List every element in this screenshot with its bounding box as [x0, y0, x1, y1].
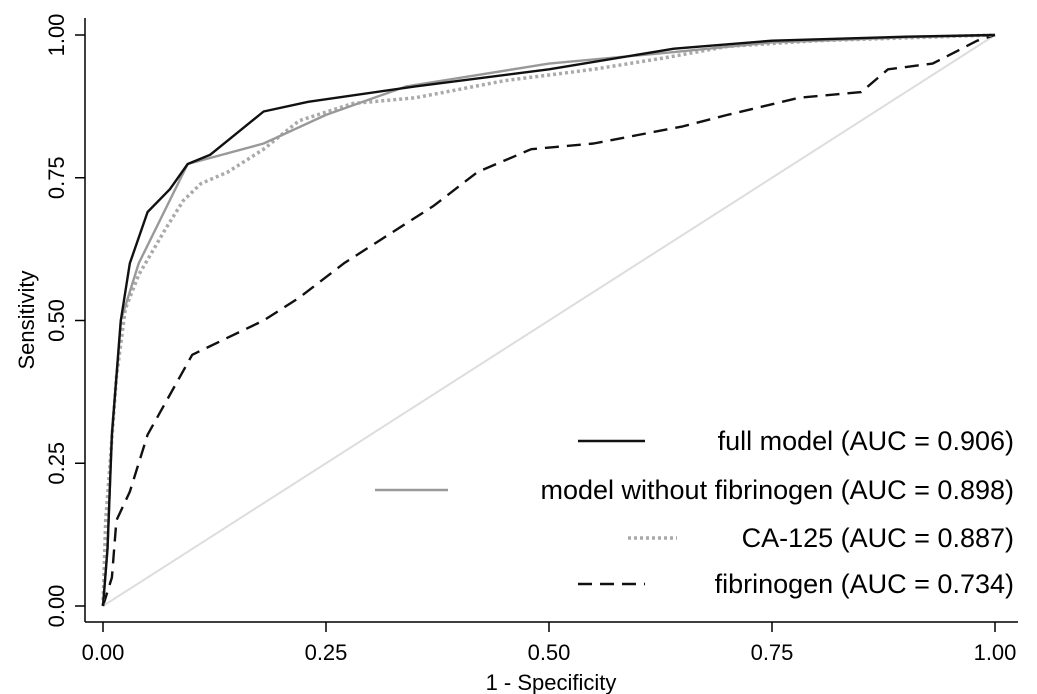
series-line-0 — [101, 33, 996, 607]
x-axis-label: 1 - Specificity — [486, 670, 617, 694]
ticks-layer: 0.00 0.25 0.50 0.75 1.00 0.00 0.25 0.50 0.75 1.00 — [44, 14, 1016, 665]
legend-label-2: CA-125 (AUC = 0.887) — [742, 523, 1014, 553]
x-tick-label-4: 1.00 — [974, 640, 1017, 665]
x-tick-label-1: 0.25 — [305, 640, 348, 665]
y-tick-label-4: 1.00 — [44, 14, 69, 57]
y-tick-label-2: 0.50 — [44, 299, 69, 342]
y-tick-label-3: 0.75 — [44, 156, 69, 199]
series-layer — [101, 33, 996, 607]
reference-diagonal-line — [102, 34, 996, 607]
legend-label-0: full model (AUC = 0.906) — [718, 426, 1014, 456]
legend-label-3: fibrinogen (AUC = 0.734) — [715, 569, 1014, 599]
x-tick-label-3: 0.75 — [751, 640, 794, 665]
y-tick-label-1: 0.25 — [44, 442, 69, 485]
legend: full model (AUC = 0.906) model without fi… — [375, 426, 1014, 599]
legend-label-1: model without fibrinogen (AUC = 0.898) — [540, 475, 1014, 505]
series-line-2 — [101, 33, 996, 607]
x-tick-label-2: 0.50 — [528, 640, 571, 665]
y-tick-label-0: 0.00 — [44, 585, 69, 628]
y-axis-label: Sensitivity — [14, 270, 39, 369]
series-line-3 — [101, 33, 996, 607]
x-tick-label-0: 0.00 — [82, 640, 125, 665]
